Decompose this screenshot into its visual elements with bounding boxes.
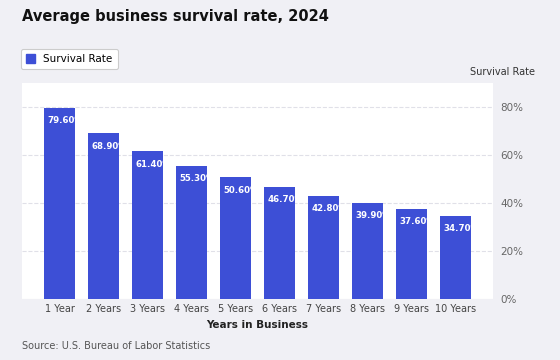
Text: 46.70%: 46.70% [268,195,304,204]
Legend: Survival Rate: Survival Rate [21,49,118,69]
Text: 42.80%: 42.80% [311,204,347,213]
Bar [308,196,339,299]
Text: Survival Rate: Survival Rate [470,67,535,77]
Bar [132,152,164,299]
Bar [88,134,119,299]
Bar [220,177,251,299]
Bar [396,208,427,299]
Text: 68.90%: 68.90% [92,142,127,151]
Text: Source: U.S. Bureau of Labor Statistics: Source: U.S. Bureau of Labor Statistics [22,341,211,351]
Text: 55.30%: 55.30% [180,175,215,184]
Bar [264,187,296,299]
Text: 79.60%: 79.60% [48,116,83,125]
Text: 61.40%: 61.40% [136,160,171,169]
Text: 39.90%: 39.90% [356,211,391,220]
Bar [352,203,384,299]
Text: Average business survival rate, 2024: Average business survival rate, 2024 [22,9,329,24]
X-axis label: Years in Business: Years in Business [207,320,309,330]
Text: 37.60%: 37.60% [399,217,436,226]
Text: 50.60%: 50.60% [223,186,259,195]
Text: 34.70%: 34.70% [444,224,479,233]
Bar [44,108,76,299]
Bar [176,166,207,299]
Bar [440,216,472,299]
